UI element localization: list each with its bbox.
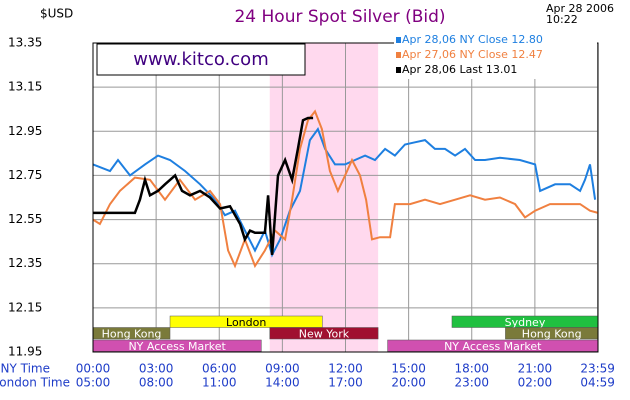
- session-bar: [269, 327, 379, 340]
- legend-swatch: [396, 52, 401, 58]
- x-tick-label: 06:00: [202, 362, 237, 376]
- x2-tick-label: 08:00: [139, 376, 174, 390]
- y-axis-label: $USD: [40, 7, 73, 21]
- session-label: Sydney: [505, 316, 546, 329]
- legend-label: Apr 28,06 Last 13.01: [402, 63, 517, 76]
- x-tick-label: 23:59: [580, 362, 615, 376]
- watermark: www.kitco.com: [133, 49, 268, 70]
- x2-tick-label: 02:00: [518, 376, 553, 390]
- session-bar: [169, 315, 323, 328]
- y-tick-label: 12.95: [8, 124, 42, 138]
- y-tick-label: 12.15: [8, 300, 42, 314]
- x2-tick-label: 05:00: [76, 376, 111, 390]
- x-tick-label: 18:00: [454, 362, 489, 376]
- legend-swatch: [396, 37, 401, 43]
- legend-label: Apr 27,06 NY Close 12.47: [402, 48, 543, 61]
- x2-tick-label: 04:59: [580, 376, 615, 390]
- x2-tick-label: 17:00: [328, 376, 363, 390]
- x2-tick-label: 14:00: [265, 376, 300, 390]
- y-tick-label: 12.75: [8, 168, 42, 182]
- x-axis-label: NY Time: [1, 362, 51, 376]
- watermark-box: [96, 43, 306, 76]
- session-label: NY Access Market: [128, 340, 226, 353]
- y-tick-label: 12.55: [8, 212, 42, 226]
- session-label: London: [226, 316, 266, 329]
- session-label: NY Access Market: [444, 340, 542, 353]
- plot-frame: [92, 42, 599, 353]
- x-tick-label: 12:00: [328, 362, 363, 376]
- session-highlight: [269, 43, 379, 352]
- y-tick-label: 11.95: [8, 345, 42, 359]
- series-line: [92, 109, 599, 269]
- legend-swatch: [396, 67, 401, 73]
- session-label: New York: [299, 327, 350, 340]
- x2-tick-label: 11:00: [202, 376, 237, 390]
- x2-tick-label: 23:00: [454, 376, 489, 390]
- session-label: Hong Kong: [522, 327, 582, 340]
- session-label: Hong Kong: [102, 327, 162, 340]
- x-tick-label: 15:00: [391, 362, 426, 376]
- x-tick-label: 21:00: [518, 362, 553, 376]
- time: 10:22: [546, 13, 578, 26]
- legend-box: [394, 31, 597, 79]
- x2-tick-label: 20:00: [391, 376, 426, 390]
- x-tick-label: 09:00: [265, 362, 300, 376]
- chart-title: 24 Hour Spot Silver (Bid): [234, 7, 445, 27]
- y-tick-label: 12.35: [8, 256, 42, 270]
- legend-label: Apr 28,06 NY Close 12.80: [402, 33, 543, 46]
- x-tick-label: 00:00: [76, 362, 111, 376]
- x-tick-label: 03:00: [139, 362, 174, 376]
- series-line: [93, 116, 314, 255]
- y-tick-label: 13.15: [8, 80, 42, 94]
- date: Apr 28 2006: [546, 2, 614, 15]
- x2-axis-label: London Time: [0, 376, 70, 390]
- y-tick-label: 13.35: [8, 36, 42, 50]
